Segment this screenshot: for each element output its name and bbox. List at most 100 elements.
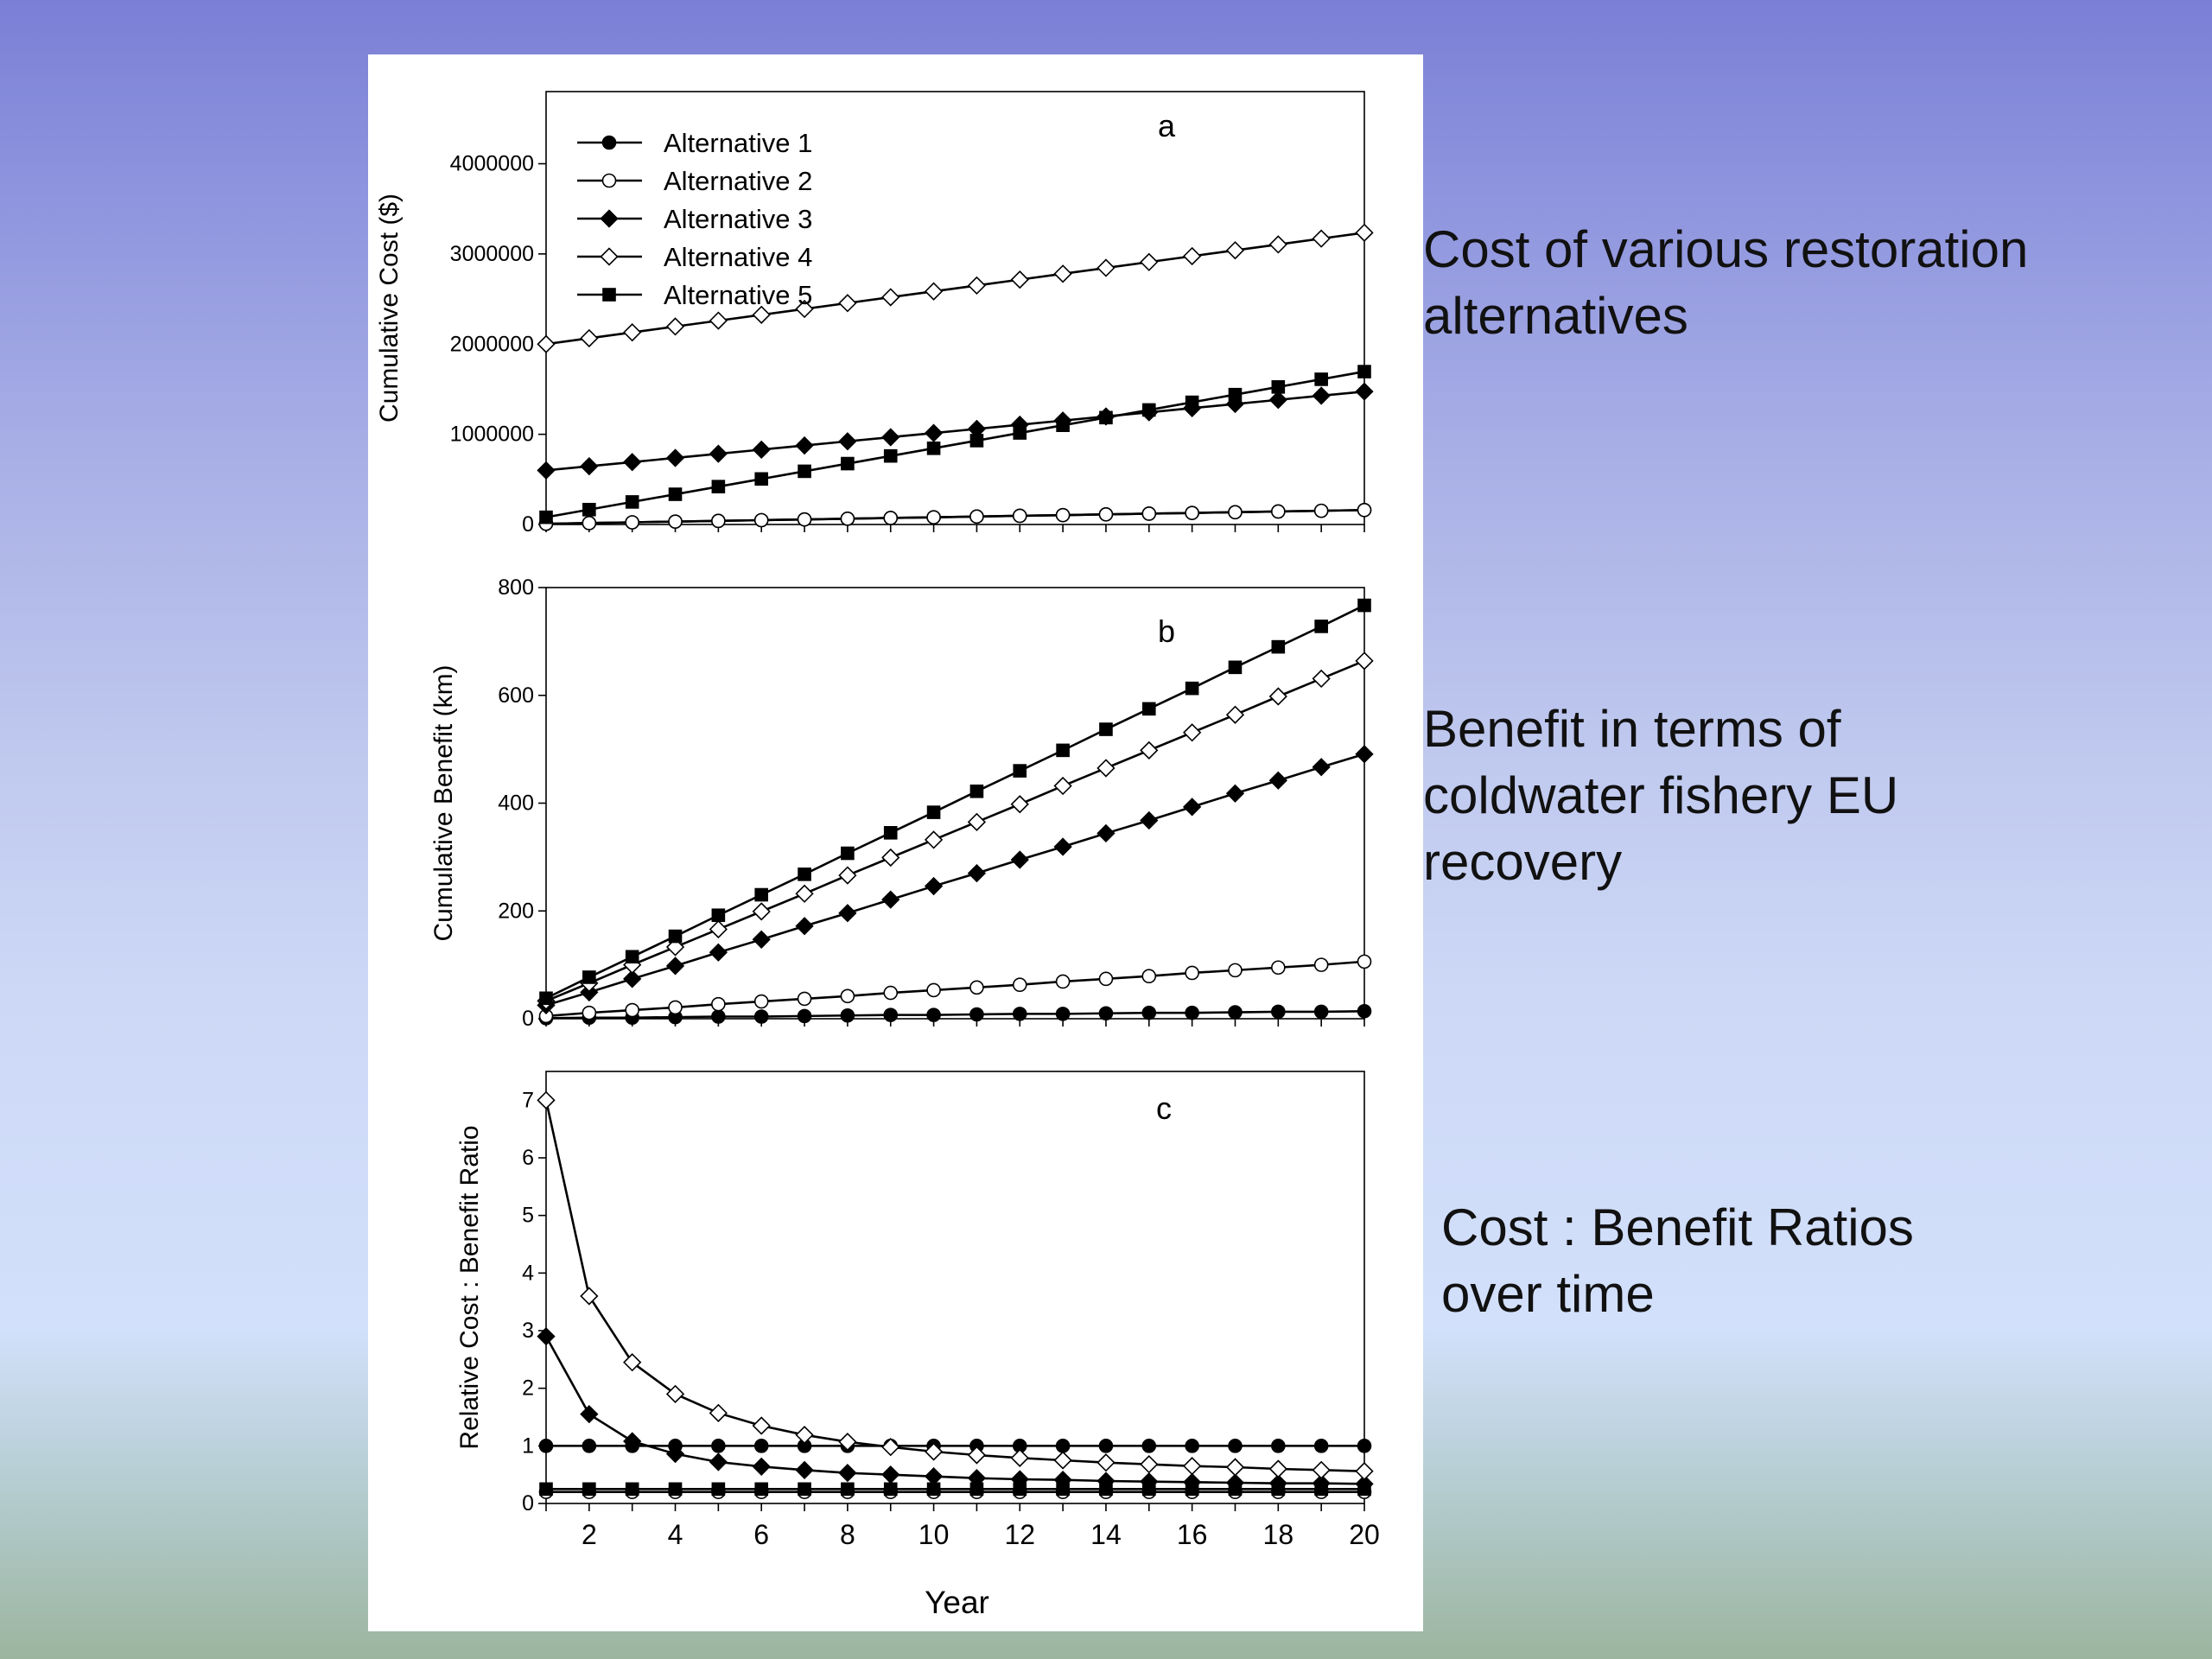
data-point [1055,1007,1071,1021]
data-point [924,423,944,442]
data-point [795,917,814,936]
data-point [969,980,984,995]
data-point [1141,506,1157,521]
data-point [1098,1439,1114,1453]
data-point [838,294,857,313]
data-point [881,1438,900,1457]
caption-benefit: Benefit in terms of coldwater fishery EU… [1423,700,1899,891]
plot-frame [545,587,1365,1020]
data-point [753,512,769,528]
data-point [665,317,685,336]
data-point [538,1439,554,1453]
data-point [798,464,811,479]
x-tick-label: 12 [1004,1519,1035,1550]
data-point [665,1384,685,1403]
legend-label: Alternative 3 [664,204,812,234]
y-tick-label: 3000000 [450,242,534,266]
data-point [967,276,987,296]
data-point [623,453,642,472]
data-point [709,1403,728,1422]
data-point [665,957,685,976]
data-point [625,950,639,964]
data-point [1314,1482,1328,1497]
data-point [1053,264,1072,283]
data-point [924,1467,944,1486]
y-tick-label: 5 [522,1204,534,1228]
data-point [1225,784,1245,803]
series-alternative-4 [537,223,1374,353]
data-point [582,970,596,984]
series-alternative-2 [538,954,1372,1024]
y-tick-label: 7 [522,1088,534,1112]
data-point [1055,507,1071,523]
data-point [1098,1006,1114,1021]
data-point [881,1465,900,1484]
data-point [665,448,685,467]
data-point [1357,1003,1372,1019]
data-point [711,908,726,923]
data-point [1225,705,1245,724]
data-point [1096,1453,1116,1472]
data-point [1183,1457,1202,1476]
data-point [1228,1482,1243,1497]
data-point [1096,759,1116,778]
data-point [1012,1007,1027,1021]
data-point [1056,743,1070,758]
caption-ratio: Cost : Benefit Ratios over time [1441,1198,1914,1323]
data-point [969,1482,984,1497]
data-point [1314,620,1328,633]
data-point [1355,745,1374,764]
y-tick-label: 2 [522,1376,534,1401]
data-point [539,991,553,1006]
y-tick-label: 600 [498,683,534,708]
x-tick-label: 2 [582,1519,597,1550]
data-point [580,1405,599,1424]
data-point [841,456,855,471]
series-line [544,1100,1365,1472]
data-point [924,282,944,301]
y-tick-label: 400 [498,791,534,816]
series-line [545,604,1365,1000]
series-line [545,509,1365,525]
data-point [1185,1482,1199,1497]
data-point [1098,507,1114,522]
data-point [969,784,984,798]
data-point [1357,1439,1372,1453]
data-point [1271,380,1286,394]
data-point [1228,963,1243,978]
data-point [1012,508,1027,524]
data-point [1312,386,1331,405]
data-point [711,996,726,1012]
legend-marker [601,135,617,150]
data-point [969,1007,984,1022]
data-point [582,516,597,531]
data-point [924,830,944,849]
data-point [1271,639,1286,654]
x-tick-label: 8 [840,1519,855,1550]
panel-label: a [1158,108,1176,143]
y-tick-label: 6 [522,1146,534,1170]
data-point [580,1287,599,1306]
data-point [711,1439,726,1453]
data-point [1312,669,1331,689]
data-point [753,1009,769,1024]
data-point [838,1433,857,1452]
data-point [1268,391,1287,410]
caption-cost: Cost of various restoration alternatives [1423,220,2029,345]
data-point [1056,418,1070,432]
data-point [1312,229,1331,248]
legend: Alternative 1 Alternative 2 Alternative 3 A… [577,128,812,310]
y-tick-label: 200 [498,899,534,923]
x-axis-label: Year [925,1585,989,1620]
data-point [1313,503,1329,518]
data-point [665,1445,685,1464]
data-point [1185,505,1199,520]
y-tick-label: 2000000 [450,332,534,356]
data-point [1013,764,1027,778]
y-tick-label: 0 [522,512,534,537]
x-tick-label: 14 [1090,1519,1122,1550]
data-point [1228,1005,1243,1020]
data-point [1357,598,1371,613]
data-point [881,288,900,307]
data-point [1010,270,1029,289]
